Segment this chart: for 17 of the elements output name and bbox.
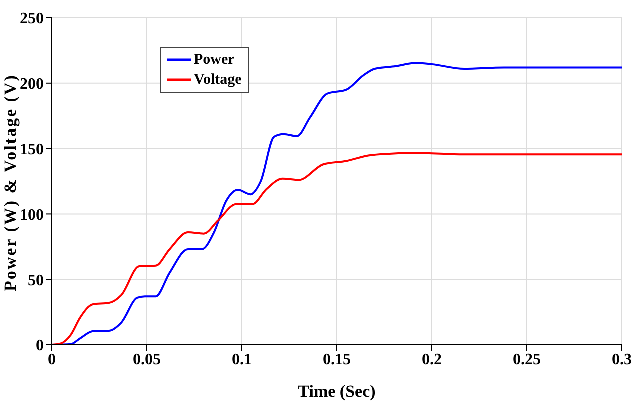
x-axis-title: Time (Sec) [298,382,376,401]
y-tick-label: 150 [20,141,44,158]
legend-label: Voltage [194,71,242,90]
x-tick-label: 0.05 [133,351,161,368]
x-tick-label: 0.2 [422,351,442,368]
y-tick-label: 50 [28,272,44,290]
x-tick-label: 0.3 [612,351,632,368]
y-tick-label: 200 [20,76,44,94]
x-tick-label: 0.15 [323,351,351,368]
x-tick-label: 0.25 [513,351,541,368]
y-axis-title: Power (W) & Voltage (V) [1,74,20,292]
y-tick-label: 250 [20,10,44,28]
x-tick-label: 0.1 [232,351,252,368]
x-tick-label: 0 [48,351,56,368]
y-tick-label: 100 [20,206,44,224]
legend-label: Power [194,51,235,70]
y-tick-label: 0 [36,338,44,355]
